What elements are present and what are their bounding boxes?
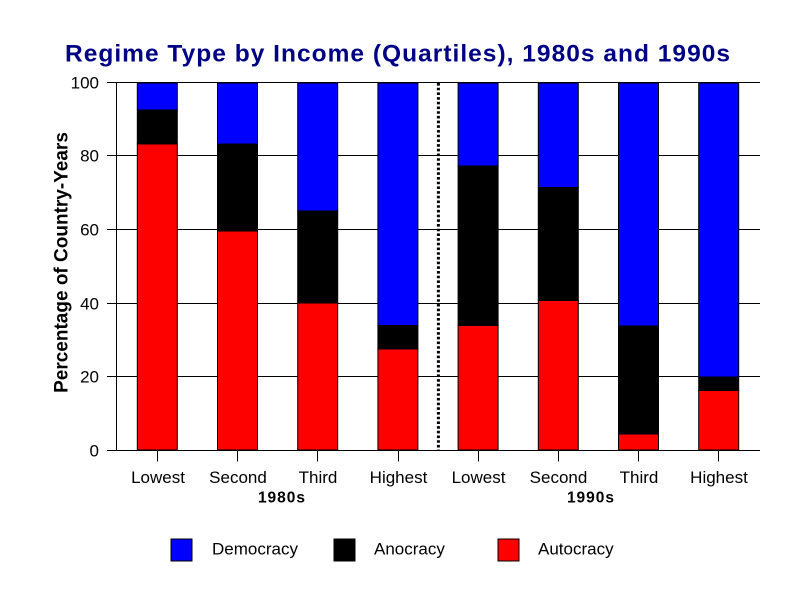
svg-text:Lowest: Lowest <box>131 468 185 487</box>
svg-text:60: 60 <box>80 221 99 240</box>
svg-text:80: 80 <box>80 147 99 166</box>
svg-text:Third: Third <box>620 468 659 487</box>
svg-text:Highest: Highest <box>690 468 748 487</box>
svg-text:100: 100 <box>71 74 99 93</box>
svg-text:Anocracy: Anocracy <box>374 540 445 559</box>
svg-text:Third: Third <box>299 468 338 487</box>
svg-text:Second: Second <box>209 468 267 487</box>
svg-text:1980s: 1980s <box>258 490 306 507</box>
svg-text:Lowest: Lowest <box>452 468 506 487</box>
svg-text:Highest: Highest <box>370 468 428 487</box>
svg-text:Democracy: Democracy <box>212 540 298 559</box>
svg-text:Regime Type by Income (Quartil: Regime Type by Income (Quartiles), 1980s… <box>65 41 731 68</box>
svg-text:20: 20 <box>80 368 99 387</box>
svg-text:Percentage of Country-Years: Percentage of Country-Years <box>52 132 73 393</box>
svg-text:1990s: 1990s <box>567 490 615 507</box>
svg-text:Autocracy: Autocracy <box>538 540 614 559</box>
svg-text:Second: Second <box>530 468 588 487</box>
svg-text:40: 40 <box>80 295 99 314</box>
svg-text:0: 0 <box>90 442 99 461</box>
